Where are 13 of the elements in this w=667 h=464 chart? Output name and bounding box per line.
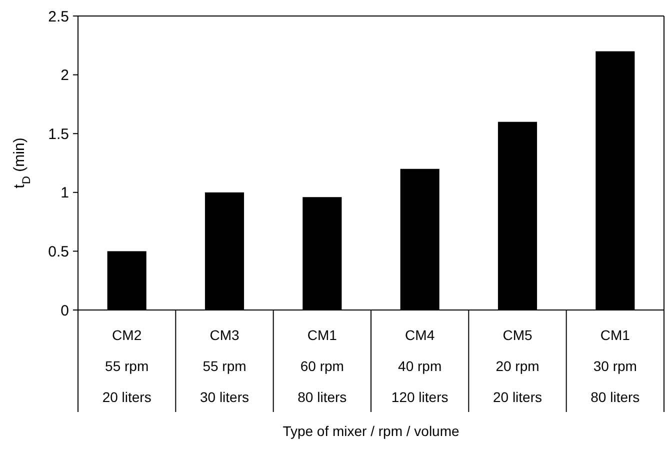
y-tick-label: 0.5 <box>48 243 69 260</box>
y-tick-label: 1 <box>60 184 69 202</box>
y-tick-label: 2.5 <box>48 8 69 26</box>
y-tick-label: 0 <box>60 302 69 320</box>
x-tick-label: CM5 20 rpm 20 liters <box>492 326 542 405</box>
x-tick-label: CM2 55 rpm 20 liters <box>102 326 152 405</box>
x-tick-label: CM1 60 rpm 80 liters <box>298 326 347 405</box>
x-tick-label: CM3 55 rpm 30 liters <box>200 326 250 405</box>
x-tick-label: CM1 30 rpm 80 liters <box>590 326 640 405</box>
x-tick-label: CM4 40 rpm 120 liters <box>391 326 448 405</box>
x-axis-title: Type of mixer / rpm / volume <box>282 423 460 439</box>
y-tick-label: 2 <box>60 67 69 84</box>
y-tick-label: 1.5 <box>48 126 69 143</box>
